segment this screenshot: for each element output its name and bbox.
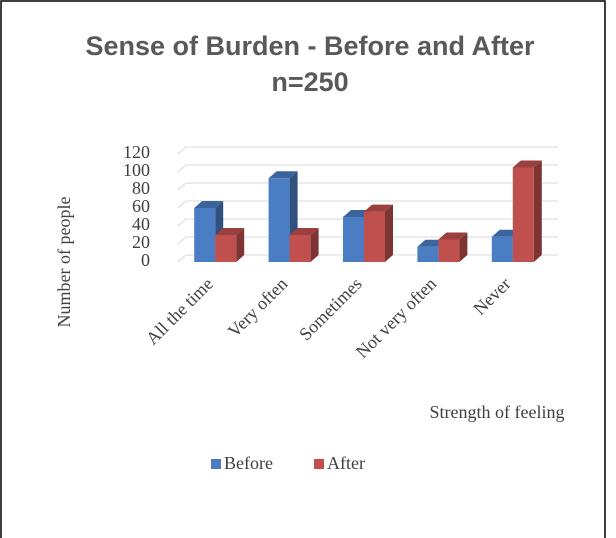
y-tick-label: 120 (123, 142, 150, 162)
y-tick-label: 60 (132, 196, 150, 216)
bar-front (512, 167, 534, 262)
grid-line (177, 146, 558, 155)
grid-line (177, 218, 558, 227)
x-tick-label: Never (469, 274, 514, 319)
bar-front (194, 208, 216, 262)
bar-front (268, 178, 290, 262)
bar-top (364, 204, 393, 212)
bar (512, 160, 542, 262)
bar-side (236, 228, 245, 262)
grid-line (177, 164, 558, 173)
bar-top (194, 201, 224, 208)
grid-line (177, 236, 558, 245)
bar-top (438, 232, 468, 240)
bar-front (417, 246, 439, 262)
y-tick-label: 40 (132, 214, 150, 234)
legend-swatch (314, 459, 324, 469)
bar-top (215, 228, 245, 235)
legend-label: Before (224, 453, 273, 473)
bar-side (310, 228, 319, 262)
x-tick-label: Very often (224, 274, 292, 342)
bar-front (343, 217, 364, 262)
bar-front (491, 236, 513, 262)
bar-front (289, 235, 311, 262)
bar-front (364, 211, 385, 262)
grid-line (177, 200, 558, 209)
x-tick-label: Not very often (352, 274, 440, 362)
bar-side (533, 160, 542, 262)
bar (364, 204, 393, 262)
y-tick-label: 100 (123, 160, 150, 180)
legend-swatch (211, 459, 221, 469)
bar-top (512, 160, 542, 168)
y-tick-label: 20 (132, 232, 150, 252)
bar (215, 228, 245, 262)
bar-side (385, 204, 393, 262)
x-tick-label: Sometimes (295, 274, 366, 345)
bar-side (459, 232, 468, 262)
y-tick-label: 0 (141, 250, 150, 270)
y-tick-label: 80 (132, 178, 150, 198)
bar (438, 232, 468, 262)
x-tick-label: All the time (142, 274, 217, 349)
bar-front (438, 239, 460, 262)
chart-title: Sense of Burden - Before and After n=250 (85, 31, 535, 97)
y-axis-title: Number of people (54, 197, 74, 328)
bar-top (268, 171, 298, 179)
bar-top (289, 228, 319, 235)
x-axis-title: Strength of feeling (430, 402, 565, 422)
grid-line (177, 182, 558, 191)
bar (289, 228, 319, 262)
bar-front (215, 235, 237, 262)
legend-label: After (327, 453, 365, 473)
